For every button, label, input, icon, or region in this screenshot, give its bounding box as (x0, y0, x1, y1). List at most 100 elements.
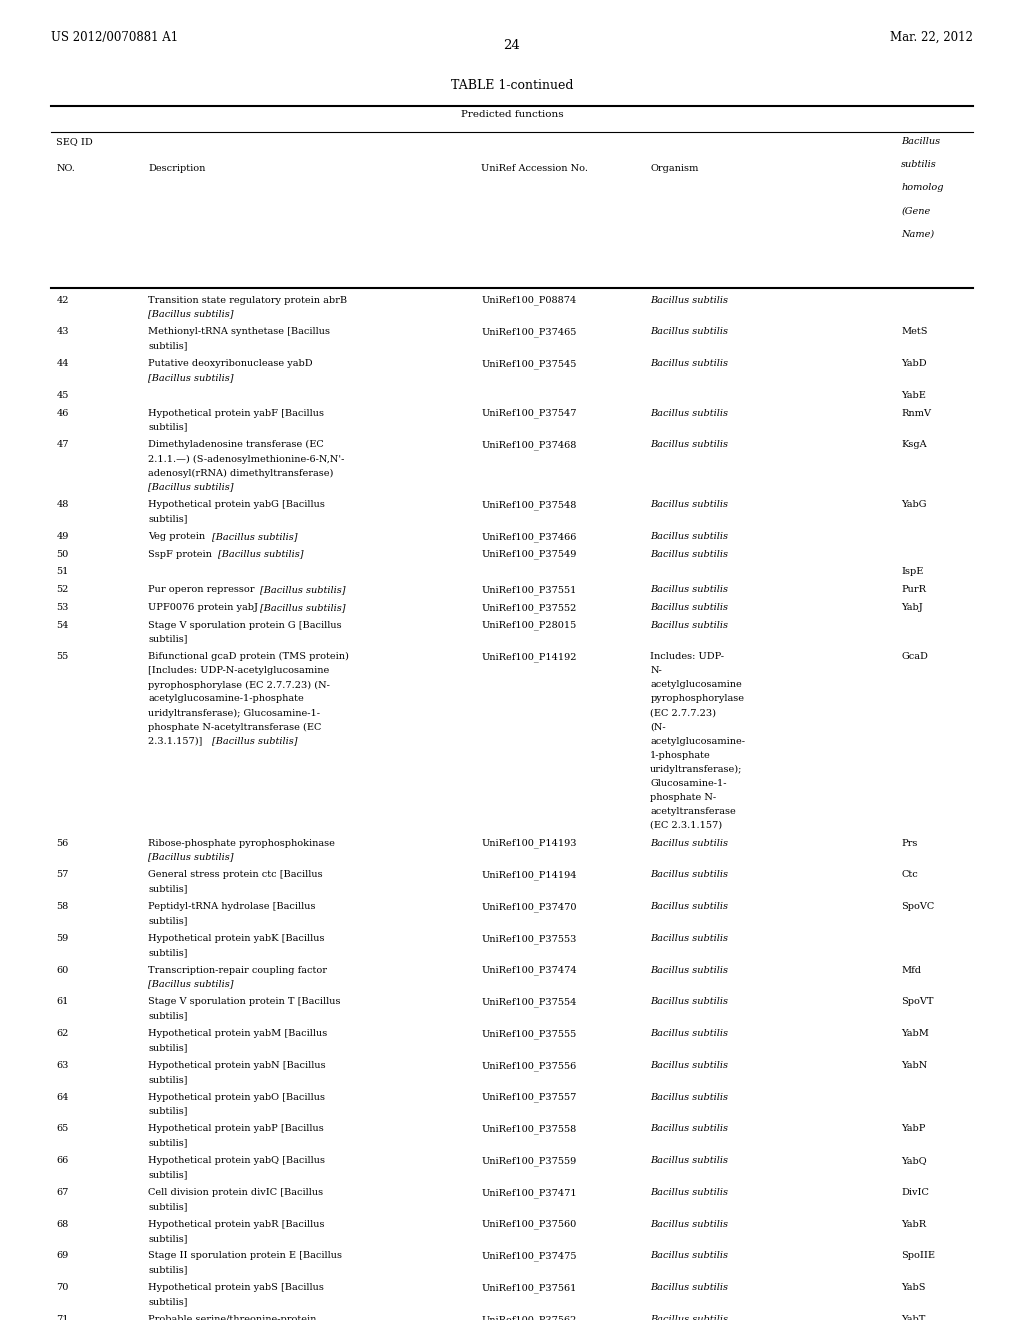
Text: Transition state regulatory protein abrB: Transition state regulatory protein abrB (148, 296, 347, 305)
Text: subtilis]: subtilis] (148, 1203, 188, 1210)
Text: Hypothetical protein yabS [Bacillus: Hypothetical protein yabS [Bacillus (148, 1283, 325, 1292)
Text: [Bacillus subtilis]: [Bacillus subtilis] (148, 483, 233, 491)
Text: UniRef100_P37465: UniRef100_P37465 (481, 327, 577, 337)
Text: Hypothetical protein yabR [Bacillus: Hypothetical protein yabR [Bacillus (148, 1220, 325, 1229)
Text: Probable serine/threonine-protein: Probable serine/threonine-protein (148, 1315, 316, 1320)
Text: subtilis]: subtilis] (148, 515, 188, 523)
Text: YabT: YabT (901, 1315, 926, 1320)
Text: YabJ: YabJ (901, 603, 923, 612)
Text: subtilis]: subtilis] (148, 1138, 188, 1147)
Text: adenosyl(rRNA) dimethyltransferase): adenosyl(rRNA) dimethyltransferase) (148, 469, 334, 478)
Text: phosphate N-acetyltransferase (EC: phosphate N-acetyltransferase (EC (148, 722, 322, 731)
Text: UniRef100_P37475: UniRef100_P37475 (481, 1251, 577, 1261)
Text: Bacillus subtilis: Bacillus subtilis (650, 998, 728, 1006)
Text: UniRef100_P37549: UniRef100_P37549 (481, 549, 577, 560)
Text: Bacillus subtilis: Bacillus subtilis (650, 441, 728, 449)
Text: [Bacillus subtilis]: [Bacillus subtilis] (148, 853, 233, 862)
Text: 58: 58 (56, 902, 69, 911)
Text: subtilis]: subtilis] (148, 1171, 188, 1179)
Text: General stress protein ctc [Bacillus: General stress protein ctc [Bacillus (148, 870, 324, 879)
Text: Pur operon repressor: Pur operon repressor (148, 585, 258, 594)
Text: (Gene: (Gene (901, 206, 931, 215)
Text: US 2012/0070881 A1: US 2012/0070881 A1 (51, 30, 178, 44)
Text: [Bacillus subtilis]: [Bacillus subtilis] (260, 603, 346, 612)
Text: 53: 53 (56, 603, 69, 612)
Text: UniRef100_P37553: UniRef100_P37553 (481, 933, 577, 944)
Text: acetylglucosamine-1-phosphate: acetylglucosamine-1-phosphate (148, 694, 304, 704)
Text: UniRef100_P37547: UniRef100_P37547 (481, 409, 577, 418)
Text: Bacillus subtilis: Bacillus subtilis (650, 296, 728, 305)
Text: 43: 43 (56, 327, 69, 337)
Text: 64: 64 (56, 1093, 69, 1102)
Text: 57: 57 (56, 870, 69, 879)
Text: PurR: PurR (901, 585, 926, 594)
Text: 1-phosphate: 1-phosphate (650, 751, 711, 759)
Text: [Bacillus subtilis]: [Bacillus subtilis] (260, 585, 346, 594)
Text: Glucosamine-1-: Glucosamine-1- (650, 779, 727, 788)
Text: Bacillus subtilis: Bacillus subtilis (650, 870, 728, 879)
Text: Bacillus subtilis: Bacillus subtilis (650, 409, 728, 417)
Text: 63: 63 (56, 1061, 69, 1071)
Text: Bacillus subtilis: Bacillus subtilis (650, 1030, 728, 1038)
Text: YabQ: YabQ (901, 1156, 927, 1166)
Text: 46: 46 (56, 409, 69, 417)
Text: Bacillus subtilis: Bacillus subtilis (650, 1061, 728, 1071)
Text: UniRef100_P37548: UniRef100_P37548 (481, 500, 577, 510)
Text: Hypothetical protein yabO [Bacillus: Hypothetical protein yabO [Bacillus (148, 1093, 326, 1102)
Text: 2.1.1.—) (S-adenosylmethionine-6-N,N'-: 2.1.1.—) (S-adenosylmethionine-6-N,N'- (148, 454, 345, 463)
Text: UniRef100_P37471: UniRef100_P37471 (481, 1188, 577, 1197)
Text: subtilis: subtilis (901, 160, 937, 169)
Text: [Bacillus subtilis]: [Bacillus subtilis] (148, 979, 233, 989)
Text: Description: Description (148, 164, 206, 173)
Text: Includes: UDP-: Includes: UDP- (650, 652, 724, 661)
Text: subtilis]: subtilis] (148, 1106, 188, 1115)
Text: 68: 68 (56, 1220, 69, 1229)
Text: SpoVT: SpoVT (901, 998, 934, 1006)
Text: subtilis]: subtilis] (148, 342, 188, 350)
Text: GcaD: GcaD (901, 652, 928, 661)
Text: 2.3.1.157)]: 2.3.1.157)] (148, 737, 206, 746)
Text: [Bacillus subtilis]: [Bacillus subtilis] (218, 549, 303, 558)
Text: subtilis]: subtilis] (148, 948, 188, 957)
Text: Peptidyl-tRNA hydrolase [Bacillus: Peptidyl-tRNA hydrolase [Bacillus (148, 902, 316, 911)
Text: 54: 54 (56, 620, 69, 630)
Text: YabE: YabE (901, 391, 926, 400)
Text: Bacillus subtilis: Bacillus subtilis (650, 838, 728, 847)
Text: Bifunctional gcaD protein (TMS protein): Bifunctional gcaD protein (TMS protein) (148, 652, 349, 661)
Text: SspF protein: SspF protein (148, 549, 215, 558)
Text: UniRef Accession No.: UniRef Accession No. (481, 164, 588, 173)
Text: UniRef100_P37468: UniRef100_P37468 (481, 441, 577, 450)
Text: 47: 47 (56, 441, 69, 449)
Text: Bacillus: Bacillus (901, 137, 940, 145)
Text: Hypothetical protein yabG [Bacillus: Hypothetical protein yabG [Bacillus (148, 500, 326, 510)
Text: UniRef100_P14192: UniRef100_P14192 (481, 652, 577, 663)
Text: Hypothetical protein yabQ [Bacillus: Hypothetical protein yabQ [Bacillus (148, 1156, 326, 1166)
Text: UniRef100_P37560: UniRef100_P37560 (481, 1220, 577, 1229)
Text: Predicted functions: Predicted functions (461, 110, 563, 119)
Text: UniRef100_P08874: UniRef100_P08874 (481, 296, 577, 305)
Text: Dimethyladenosine transferase (EC: Dimethyladenosine transferase (EC (148, 441, 325, 450)
Text: Bacillus subtilis: Bacillus subtilis (650, 1093, 728, 1102)
Text: UniRef100_P37562: UniRef100_P37562 (481, 1315, 577, 1320)
Text: pyrophosphorylase: pyrophosphorylase (650, 694, 744, 704)
Text: UniRef100_P37545: UniRef100_P37545 (481, 359, 577, 368)
Text: Name): Name) (901, 230, 934, 239)
Text: Bacillus subtilis: Bacillus subtilis (650, 620, 728, 630)
Text: [Bacillus subtilis]: [Bacillus subtilis] (212, 737, 298, 746)
Text: IspE: IspE (901, 568, 924, 577)
Text: Organism: Organism (650, 164, 698, 173)
Text: Bacillus subtilis: Bacillus subtilis (650, 902, 728, 911)
Text: Bacillus subtilis: Bacillus subtilis (650, 327, 728, 337)
Text: subtilis]: subtilis] (148, 422, 188, 432)
Text: Ribose-phosphate pyrophosphokinase: Ribose-phosphate pyrophosphokinase (148, 838, 335, 847)
Text: Mfd: Mfd (901, 966, 922, 974)
Text: subtilis]: subtilis] (148, 1074, 188, 1084)
Text: Bacillus subtilis: Bacillus subtilis (650, 966, 728, 974)
Text: subtilis]: subtilis] (148, 1266, 188, 1275)
Text: UniRef100_P37556: UniRef100_P37556 (481, 1061, 577, 1071)
Text: UniRef100_P14193: UniRef100_P14193 (481, 838, 577, 849)
Text: [Includes: UDP-N-acetylglucosamine: [Includes: UDP-N-acetylglucosamine (148, 667, 330, 676)
Text: 60: 60 (56, 966, 69, 974)
Text: Bacillus subtilis: Bacillus subtilis (650, 1220, 728, 1229)
Text: [Bacillus subtilis]: [Bacillus subtilis] (148, 310, 233, 318)
